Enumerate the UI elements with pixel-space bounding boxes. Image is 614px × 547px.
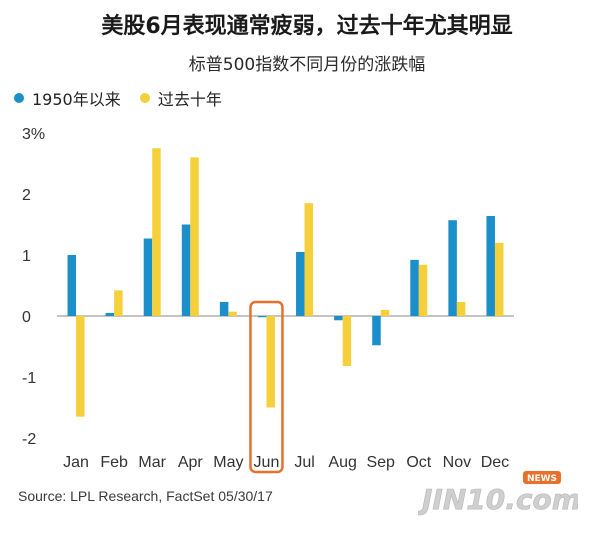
bar-last-decade-may: [228, 311, 237, 316]
bar-last-decade-aug: [342, 316, 352, 367]
x-tick-label: Nov: [443, 454, 471, 471]
legend: 1950年以来 过去十年: [14, 86, 236, 110]
bar-since1950-dec: [486, 215, 495, 316]
bar-last-decade-apr: [190, 157, 199, 316]
bar-last-decade-mar: [152, 148, 161, 316]
y-tick-label: -1: [22, 370, 36, 387]
bar-last-decade-jun: [266, 316, 275, 408]
y-tick-label: 2: [22, 187, 31, 204]
y-tick-label: 0: [22, 309, 31, 326]
x-tick-label: May: [213, 454, 243, 471]
y-tick-label: -2: [22, 431, 36, 448]
y-tick-label: 3%: [22, 126, 45, 143]
x-tick-label: Oct: [406, 454, 431, 471]
x-tick-label: Jan: [63, 454, 89, 471]
x-tick-label: Aug: [328, 454, 356, 471]
legend-item-1950: 1950年以来: [14, 86, 121, 110]
y-tick-label: 1: [22, 248, 31, 265]
bar-since1950-mar: [143, 238, 153, 316]
bar-last-decade-dec: [494, 242, 504, 316]
legend-swatch-decade: [139, 93, 150, 103]
bar-last-decade-oct: [418, 264, 428, 316]
bar-last-decade-feb: [114, 290, 123, 316]
chart-subtitle: 标普500指数不同月份的涨跌幅: [188, 55, 426, 75]
bar-last-decade-jul: [304, 203, 314, 316]
source-note: Source: LPL Research, FactSet 05/30/17: [18, 488, 273, 504]
watermark-badge: [523, 471, 561, 484]
bar-since1950-feb: [105, 312, 115, 316]
legend-item-decade: 过去十年: [139, 86, 222, 110]
bar-since1950-nov: [448, 220, 457, 316]
bar-since1950-oct: [410, 259, 419, 316]
x-tick-label: Apr: [178, 454, 204, 471]
x-tick-label: Dec: [481, 454, 509, 471]
watermark-logo: NEWS JIN10.com: [418, 471, 578, 516]
watermark-badge-text: NEWS: [527, 474, 557, 484]
bar-since1950-jul: [296, 251, 305, 316]
x-tick-label: Sep: [366, 454, 395, 471]
bar-since1950-jun: [257, 316, 267, 318]
x-tick-label: Mar: [138, 454, 166, 471]
x-tick-label: Jul: [294, 454, 314, 471]
bar-since1950-jan: [67, 255, 77, 316]
bar-since1950-may: [219, 301, 229, 316]
legend-swatch-1950: [14, 93, 24, 103]
legend-label-1950: 1950年以来: [32, 90, 121, 109]
x-tick-label: Jun: [254, 454, 280, 471]
bar-last-decade-sep: [380, 309, 390, 316]
x-tick-label: Feb: [100, 454, 128, 471]
bar-since1950-apr: [181, 224, 191, 316]
legend-label-decade: 过去十年: [157, 90, 222, 109]
chart-title: 美股6月表现通常疲弱，过去十年尤其明显: [101, 14, 513, 39]
bar-since1950-aug: [334, 316, 343, 321]
highlight-box-jun: [249, 300, 284, 474]
watermark-text: JIN10.com: [418, 483, 578, 516]
bar-last-decade-nov: [456, 301, 466, 316]
bar-since1950-sep: [372, 316, 381, 346]
bar-last-decade-jan: [76, 316, 85, 417]
